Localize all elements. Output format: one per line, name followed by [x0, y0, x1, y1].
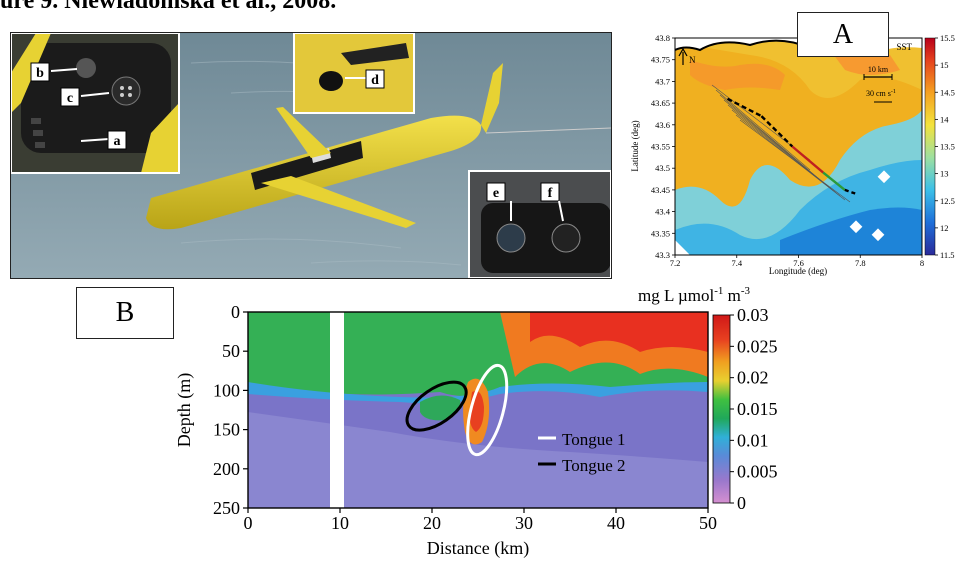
x-axis: 0 10 20 30 40 50: [244, 508, 717, 533]
y-tick-label: 43.75: [651, 55, 670, 65]
colorbar-tick-label: 15.5: [940, 33, 955, 43]
y-tick-label: 43.7: [655, 76, 670, 86]
x-axis-label: Distance (km): [427, 538, 529, 559]
x-tick-label: 50: [699, 513, 717, 533]
colorbar-tick-label: 0.025: [737, 336, 778, 356]
x-tick-label: 40: [607, 513, 625, 533]
colorbar-tick-label: 0.03: [737, 305, 769, 325]
y-tick-label: 43.65: [651, 98, 670, 108]
colorbar-tick-label: 15: [940, 60, 949, 70]
x-tick-label: 7.8: [855, 258, 866, 268]
x-tick-label: 30: [515, 513, 533, 533]
x-tick-label: 10: [331, 513, 349, 533]
tongue-outlines: [405, 363, 509, 457]
track-segment: [760, 115, 794, 148]
sst-colorbar: [924, 37, 936, 256]
glider-track: [726, 97, 858, 196]
y-axis-label: Depth (m): [174, 373, 195, 447]
colorbar-tick-label: 14.5: [940, 87, 955, 97]
svg-text:d: d: [371, 73, 379, 88]
y-tick-label: 200: [213, 459, 240, 479]
x-tick-label: 7.4: [731, 258, 742, 268]
north-label: N: [689, 55, 696, 65]
colorbar-tick-label: 0.005: [737, 462, 778, 482]
tongue-2-outline: [405, 380, 468, 432]
scale-current-label: 30 cm s-1: [866, 89, 896, 98]
colorbar-tick-label: 12: [940, 223, 949, 233]
photo-label-e: e: [486, 182, 512, 221]
photo-label-a: a: [80, 130, 127, 150]
track-segment: [726, 97, 762, 118]
colorbar-tick-label: 14: [940, 114, 949, 124]
y-tick-label: 43.45: [651, 185, 670, 195]
svg-text:f: f: [548, 186, 553, 201]
y-tick-label: 150: [213, 420, 240, 440]
colorbar-ticks: 11.5 12 12.5 13 13.5 14 14.5 15 15.5: [935, 33, 955, 260]
panel-label-a: A: [797, 12, 889, 57]
panel-a-sst-map: N 10 km 30 cm s-1 SST 43.3 43.35 43.4 43.45…: [630, 33, 955, 276]
x-axis: 7.2 7.4 7.6 7.8 8: [670, 255, 924, 268]
photo-label-d: d: [345, 69, 385, 89]
x-tick-label: 20: [423, 513, 441, 533]
track-segment: [822, 171, 846, 191]
legend: Tongue 1 Tongue 2: [538, 430, 626, 475]
y-tick-label: 50: [222, 341, 240, 361]
y-axis: 43.3 43.35 43.4 43.45 43.5 43.55 43.6 43.65 43.7…: [651, 33, 675, 260]
colorbar-tick-label: 13: [940, 169, 949, 179]
x-tick-label: 8: [920, 258, 924, 268]
north-arrow: N: [678, 47, 696, 65]
figure-title: ure 9. Niewiadomska et al., 2008.: [0, 0, 337, 14]
y-tick-label: 43.3: [655, 250, 670, 260]
svg-text:Tongue 2: Tongue 2: [562, 456, 626, 475]
y-axis-label: Latitude (deg): [630, 120, 640, 171]
photo-label-b: b: [30, 62, 78, 82]
track-segment: [791, 145, 824, 174]
colorbar-tick-label: 0.015: [737, 399, 778, 419]
y-tick-label: 43.8: [655, 33, 670, 43]
y-tick-label: 43.4: [655, 207, 671, 217]
svg-text:c: c: [67, 91, 73, 106]
tongue-1-outline: [466, 363, 509, 457]
map-title: SST: [896, 42, 912, 52]
colorbar-tick-label: 11.5: [940, 250, 955, 260]
photo-label-f: f: [540, 182, 564, 222]
x-tick-label: 7.2: [670, 258, 681, 268]
panel-label-b: B: [76, 287, 174, 339]
svg-text:Tongue 1: Tongue 1: [562, 430, 626, 449]
glider-photo: a b c d e f: [10, 32, 612, 279]
y-tick-label: 43.55: [651, 142, 670, 152]
y-tick-label: 100: [213, 380, 240, 400]
colorbar-tick-label: 0: [737, 493, 746, 513]
y-axis: 0 50 100 150 200 250: [213, 302, 248, 518]
colorbar-units: mg L µmol-1 m-3: [638, 285, 751, 305]
colorbar-tick-label: 0.02: [737, 368, 769, 388]
chlorophyll-colorbar: [712, 314, 731, 504]
colorbar-tick-label: 13.5: [940, 142, 955, 152]
colorbar-tick-label: 0.01: [737, 430, 769, 450]
x-tick-label: 0: [244, 513, 253, 533]
x-tick-label: 7.6: [793, 258, 804, 268]
y-tick-label: 0: [231, 302, 240, 322]
svg-text:e: e: [493, 186, 499, 201]
panel-b-section-chart: Tongue 1 Tongue 2 0 50 100 150 200 250 0 10 20 3…: [174, 285, 778, 559]
legend-item-tongue-2: Tongue 2: [538, 456, 626, 475]
scale-km-label: 10 km: [868, 65, 889, 74]
legend-item-tongue-1: Tongue 1: [538, 430, 626, 449]
y-tick-label: 43.5: [655, 163, 670, 173]
track-segment: [844, 188, 858, 196]
y-tick-label: 43.35: [651, 228, 670, 238]
map-scale-bars: 10 km 30 cm s-1: [863, 65, 896, 103]
glider-photo-illustration: a b c d e f: [11, 33, 611, 278]
x-axis-label: Longitude (deg): [769, 266, 827, 276]
svg-text:b: b: [36, 66, 44, 81]
colorbar-tick-label: 12.5: [940, 196, 955, 206]
y-tick-label: 43.6: [655, 120, 670, 130]
photo-label-c: c: [60, 87, 110, 107]
y-tick-label: 250: [213, 498, 240, 518]
colorbar-ticks: 0 0.005 0.01 0.015 0.02 0.025 0.03: [730, 305, 778, 513]
svg-text:a: a: [114, 134, 121, 149]
